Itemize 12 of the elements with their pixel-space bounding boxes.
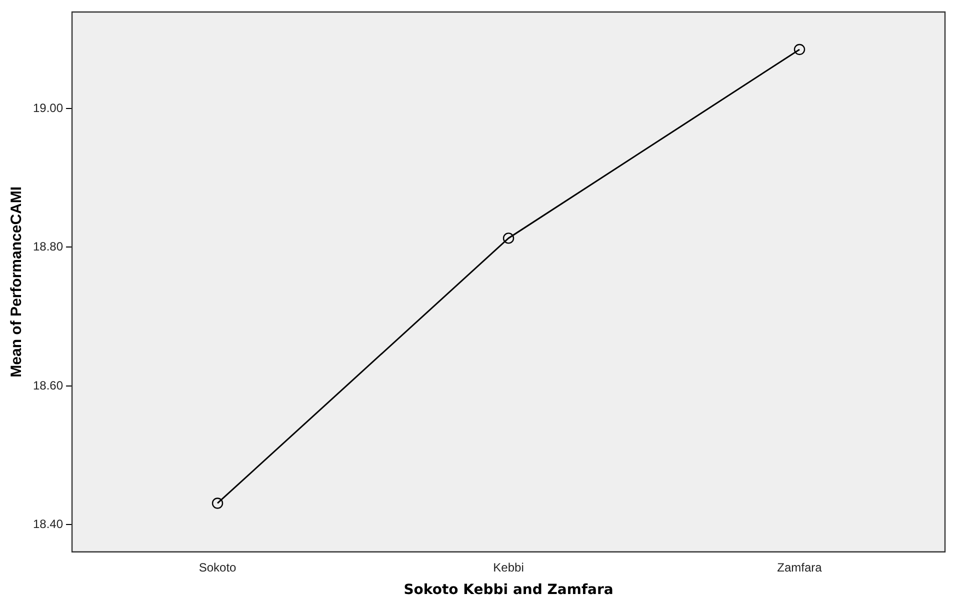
- point: [794, 44, 806, 56]
- point: [212, 498, 224, 509]
- point: [502, 232, 514, 244]
- x-tick-label: Zamfara: [777, 560, 822, 574]
- y-tick-label: 19.00: [33, 100, 64, 115]
- x-axis-title: Sokoto Kebbi and Zamfara: [404, 582, 614, 598]
- y-axis-title: Mean of PerformanceCAMI: [8, 186, 26, 378]
- y-tick-label: 18.40: [33, 517, 64, 532]
- x-tick-label: Sokoto: [198, 560, 237, 574]
- y-tick-label: 18.60: [33, 378, 64, 392]
- x-tick-label: Kebbi: [493, 560, 524, 574]
- y-tick-label: 18.80: [33, 240, 64, 254]
